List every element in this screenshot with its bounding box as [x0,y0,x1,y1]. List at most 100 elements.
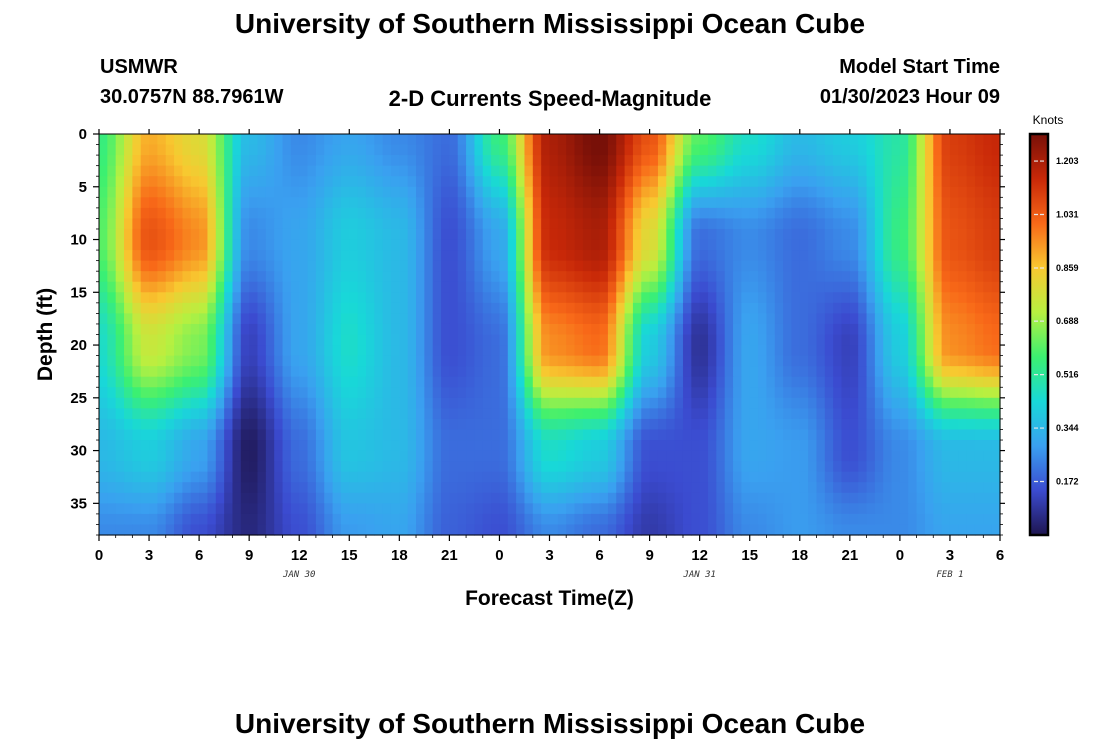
heatmap-cell [282,429,292,441]
heatmap-cell [449,387,459,399]
heatmap-cell [674,260,684,272]
heatmap-cell [265,513,275,526]
heatmap-cell [215,144,225,156]
heatmap-cell [699,524,709,536]
heatmap-cell [174,250,184,262]
heatmap-cell [466,513,476,526]
heatmap-cell [824,471,834,483]
heatmap-cell [708,345,717,357]
heatmap-cell [441,260,450,272]
heatmap-cell [783,524,793,536]
heatmap-cell [858,429,868,441]
heatmap-cell [833,482,843,494]
heatmap-cell [374,260,384,272]
heatmap-cell [516,461,526,473]
heatmap-cell [299,239,309,251]
heatmap-cell [599,292,609,304]
heatmap-cell [282,482,292,494]
heatmap-cell [733,345,742,357]
heatmap-cell [165,134,175,146]
heatmap-cell [282,461,292,473]
heatmap-cell [724,313,734,325]
heatmap-cell [299,418,309,431]
heatmap-cell [240,366,250,378]
heatmap-cell [866,418,876,431]
heatmap-cell [432,524,442,536]
heatmap-cell [307,197,317,209]
heatmap-cell [816,513,826,526]
heatmap-cell [766,471,776,483]
heatmap-cell [399,239,409,251]
heatmap-cell [232,207,242,220]
heatmap-cell [165,144,175,156]
heatmap-cell [816,524,826,536]
heatmap-cell [849,376,859,388]
heatmap-cell [582,218,592,230]
heatmap-cell [416,387,425,399]
heatmap-cell [99,387,108,399]
heatmap-cell [390,387,400,399]
heatmap-cell [416,397,425,409]
heatmap-cell [99,450,108,462]
heatmap-cell [290,397,300,409]
heatmap-cell [382,345,392,357]
heatmap-cell [274,313,284,325]
heatmap-cell [257,323,267,336]
heatmap-cell [607,366,617,378]
heatmap-cell [199,471,209,483]
heatmap-cell [899,323,909,336]
heatmap-cell [766,513,776,526]
heatmap-cell [132,155,142,167]
heatmap-cell [741,355,751,367]
heatmap-cell [733,313,742,325]
heatmap-cell [115,345,125,357]
heatmap-cell [607,387,617,399]
heatmap-cell [641,376,651,388]
heatmap-cell [808,281,818,293]
heatmap-cell [140,250,150,262]
heatmap-cell [808,376,818,388]
heatmap-cell [641,292,651,304]
heatmap-cell [866,197,876,209]
heatmap-cell [549,165,559,177]
heatmap-cell [849,250,859,262]
heatmap-cell [224,513,234,526]
heatmap-cell [841,323,851,336]
heatmap-cell [708,250,717,262]
heatmap-cell [265,155,275,167]
heatmap-cell [374,250,384,262]
heatmap-cell [165,503,175,515]
heatmap-cell [357,239,367,251]
heatmap-cell [232,524,242,536]
heatmap-cell [307,292,317,304]
heatmap-cell [257,186,267,198]
heatmap-cell [249,218,259,230]
heatmap-cell [774,186,784,198]
heatmap-cell [315,197,325,209]
heatmap-cell [983,355,993,367]
heatmap-cell [858,281,868,293]
heatmap-cell [983,302,993,314]
heatmap-cell [532,239,542,251]
heatmap-cell [240,144,250,156]
heatmap-cell [958,513,968,526]
heatmap-cell [299,513,309,526]
heatmap-cell [749,228,759,241]
heatmap-cell [916,513,926,526]
heatmap-cell [874,482,884,494]
heatmap-cell [265,302,275,314]
heatmap-cell [307,387,317,399]
heatmap-cell [407,387,417,399]
heatmap-cell [315,429,325,441]
heatmap-cell [924,292,934,304]
heatmap-cell [808,313,818,325]
heatmap-cell [657,260,667,272]
heatmap-cell [949,524,959,536]
heatmap-cell [140,134,150,146]
heatmap-cell [190,155,200,167]
heatmap-cell [666,281,676,293]
heatmap-cell [315,355,325,367]
heatmap-cell [908,440,918,452]
heatmap-cell [566,302,576,314]
heatmap-cell [140,355,150,367]
